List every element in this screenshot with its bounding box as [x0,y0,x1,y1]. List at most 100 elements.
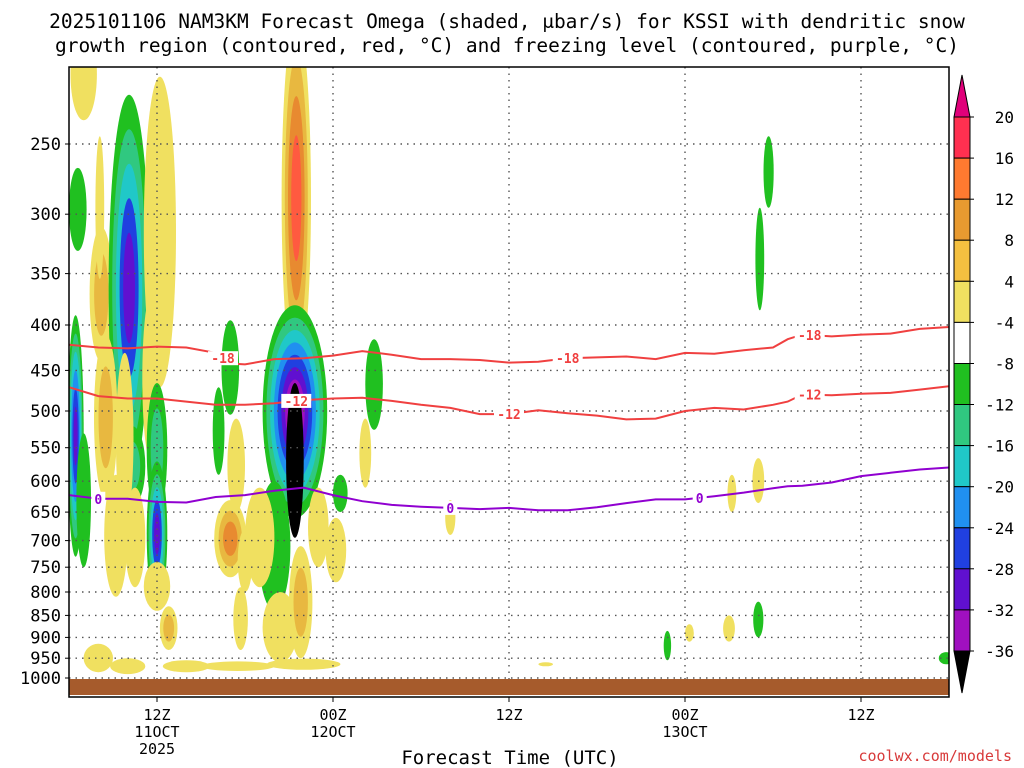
contour-minus18-label-1: -18 [556,352,580,367]
x-axis-label: Forecast Time (UTC) [401,747,618,768]
contour-minus12-label-bg-2 [794,387,825,402]
omega-cell-6-level-5 [73,406,78,466]
omega-cell-34-level-1 [293,567,308,637]
contour-minus12-label-bg-1 [494,407,524,422]
y-tick-label-900: 900 [30,628,61,648]
temperature-contours: -18 -18 -18 -12 -12 -12 0 0 0 [69,326,949,517]
credit-text: coolwx.com/models [858,747,1012,765]
omega-cell-32-level-0 [245,487,275,588]
omega-cell-12-level-4 [154,513,160,555]
contour-minus18-label-0: -18 [211,352,235,367]
colorbar-label-7: -12 [985,396,1014,415]
contour-minus18-label-bg-2 [794,328,825,342]
contour-zero-label-bg-1 [443,500,458,515]
y-tick-label-400: 400 [30,316,61,336]
gridlines [69,67,949,697]
omega-cell-37-level-0 [333,474,348,513]
colorbar-label-0: 20 [995,108,1014,127]
y-tick-label-350: 350 [30,265,61,285]
omega-cell-17-level-0 [212,387,225,475]
colorbar: 20 16 12 8 4 -4 -8 -12 -16 -20 -24 -28 -32 -36 [953,74,1014,694]
omega-cell-19-level-0 [227,418,245,512]
contour-minus18-label-bg-1 [552,351,583,366]
y-tick-label-850: 850 [30,606,61,626]
colorbar-label-10: -24 [985,519,1014,538]
omega-cell-7-level-1 [98,366,113,469]
y-tick-label-750: 750 [30,558,61,578]
y-tick-label-950: 950 [30,649,61,669]
omega-cell-13-level-0 [124,487,146,588]
colorbar-label-5: -4 [995,313,1014,332]
omega-cell-36-level-0 [325,517,347,583]
omega-cell-49-level-0 [685,624,694,642]
plot-frame [68,66,950,698]
colorbar-label-13: -36 [985,642,1014,661]
pressure-axis: 2503003504004505005506006507007508008509… [20,135,69,689]
omega-shading [69,67,949,675]
omega-cell-15-level-0 [76,433,91,568]
colorbar-band-8 [953,445,971,488]
contour-minus12-label-2: -12 [798,389,821,404]
omega-cell-35-level-0 [308,487,329,568]
contour-zero-label-bg-0 [91,491,106,506]
colorbar-label-3: 8 [1004,231,1014,250]
omega-cell-20-level-2 [223,521,238,556]
omega-cell-16-level-0 [143,562,171,611]
y-tick-label-650: 650 [30,503,61,523]
colorbar-top-cap [953,74,971,118]
ground-surface [69,679,949,695]
omega-cell-24-level-0 [83,643,114,673]
colorbar-band-5 [953,321,971,364]
colorbar-band-12 [953,609,971,652]
omega-cell-18-level-0 [221,320,240,415]
colorbar-band-7 [953,404,971,447]
y-tick-label-600: 600 [30,472,61,492]
x-tick-label-42: 00Z [671,706,698,724]
x-tick-date-42: 13OCT [662,723,707,741]
omega-cell-28-level-3 [291,135,302,262]
omega-cell-4-level-4 [123,232,135,344]
colorbar-label-4: 4 [1004,272,1014,291]
omega-cell-25-level-0 [110,658,146,675]
omega-cell-51-level-0 [938,652,949,665]
contour-zero [69,466,949,512]
colorbar-label-6: -8 [995,355,1014,374]
x-tick-label-54: 12Z [847,706,874,724]
x-tick-label-6: 12Z [143,706,170,724]
y-tick-label-450: 450 [30,361,61,381]
omega-cell-1-level-0 [69,167,87,251]
contour-minus12-label-1: -12 [497,408,520,423]
omega-cell-47-level-0 [753,601,764,638]
colorbar-label-8: -16 [985,437,1014,456]
contour-minus18-label-2: -18 [798,329,822,344]
contour-minus12-label-0: -12 [285,395,308,410]
omega-cell-26-level-0 [162,660,210,673]
omega-cell-30-level-0 [286,383,304,538]
colorbar-band-0 [953,116,971,159]
y-tick-label-300: 300 [30,205,61,225]
chart-title-line2: growth region (contoured, red, °C) and f… [55,34,959,57]
omega-cell-23-level-1 [163,614,175,642]
omega-cell-2-level-1 [94,252,109,336]
colorbar-label-2: 12 [995,190,1014,209]
omega-cell-48-level-0 [723,615,735,642]
omega-cell-50-level-0 [663,630,672,661]
contour-zero-label-bg-2 [692,490,707,505]
colorbar-band-6 [953,363,971,406]
colorbar-band-4 [953,280,971,323]
x-tick-date-6: 11OCT [134,723,179,741]
colorbar-band-9 [953,486,971,529]
contour-minus18-label-bg-0 [208,351,238,366]
x-tick-label-30: 12Z [495,706,522,724]
omega-cell-39-level-0 [359,418,372,488]
x-tick-year-6: 2025 [139,740,175,758]
omega-cell-33-level-0 [262,592,298,663]
contour-zero-label-1: 0 [446,502,454,517]
omega-cell-0-level-0 [70,67,97,121]
y-tick-label-700: 700 [30,532,61,552]
y-tick-label-550: 550 [30,439,61,459]
omega-cell-42-level-0 [538,662,553,667]
